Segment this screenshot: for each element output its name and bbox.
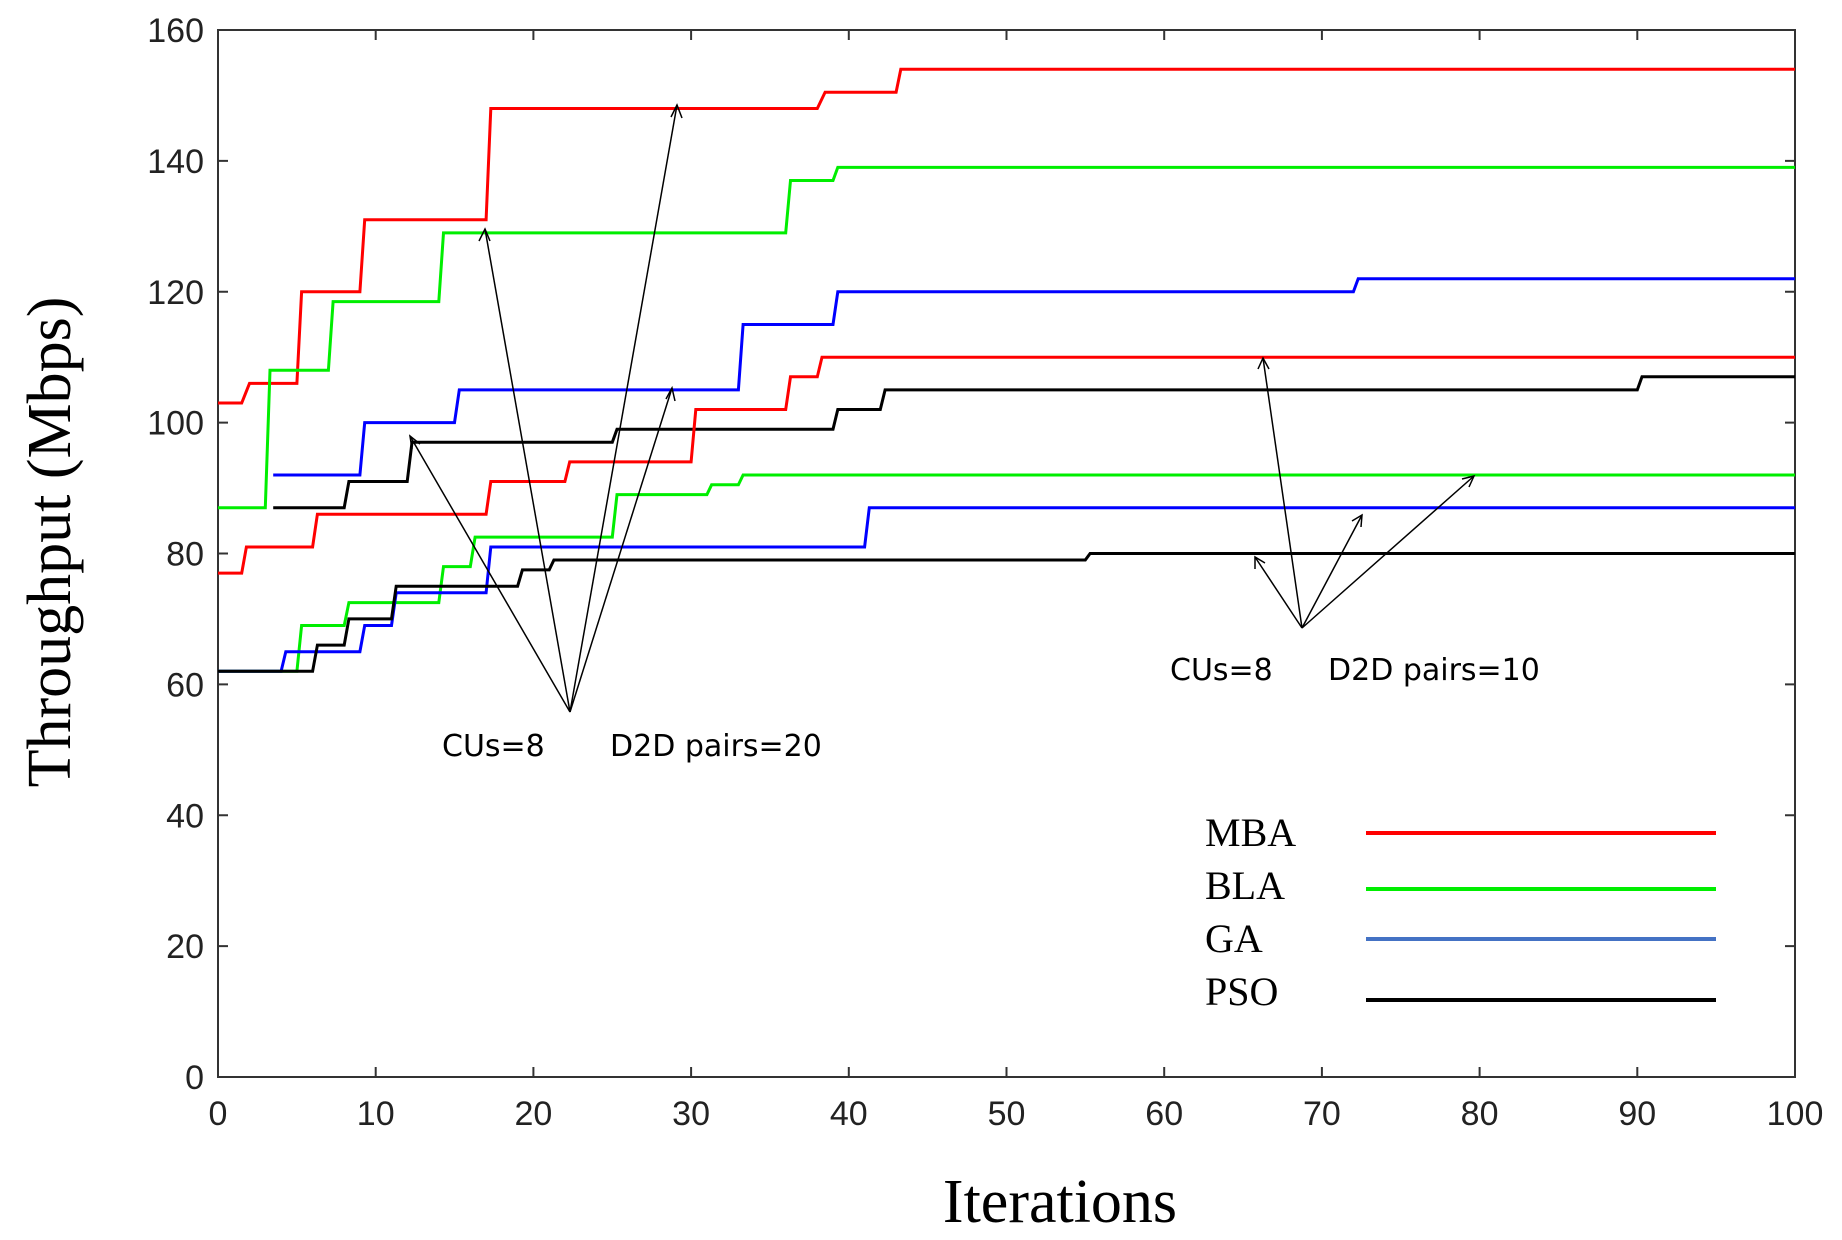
y-tick-label: 20 [166,928,204,966]
series-line-bla-pairs-220 [218,165,1795,510]
series-line-ga-pairs-220 [273,277,1795,477]
y-tick-label: 100 [147,405,204,443]
x-tick-label: 90 [1618,1095,1656,1133]
y-tick-label: 120 [147,274,204,312]
annotation-pairs-10: D2D pairs=10 [1328,653,1540,688]
series-line-pso-pairs-220 [273,375,1795,510]
legend-label-mba: MBA [1205,810,1296,855]
series-line-mba-pairs-220 [218,67,1795,405]
y-tick-label: 0 [185,1059,204,1097]
x-tick-label: 50 [988,1095,1026,1133]
x-axis-title: Iterations [943,1168,1177,1236]
x-axis-ticks: 0 10 20 30 40 50 60 70 80 90 100 [209,30,1824,1133]
annotation-cus-20: CUs=8 [442,729,545,764]
y-axis-ticks: 0 20 40 60 80 100 120 140 160 [147,12,1795,1097]
x-tick-label: 100 [1767,1095,1824,1133]
annotation-cus-10: CUs=8 [1170,653,1273,688]
y-axis-title: Throughput (Mbps) [16,297,84,788]
y-tick-label: 60 [166,666,204,704]
legend: MBA BLA GA PSO [1205,810,1716,1014]
x-tick-label: 60 [1145,1095,1183,1133]
y-tick-label: 160 [147,12,204,50]
x-tick-label: 70 [1303,1095,1341,1133]
annotation-pairs-20: D2D pairs=20 [610,729,822,764]
y-tick-label: 40 [166,797,204,835]
y-tick-label: 140 [147,143,204,181]
x-tick-label: 40 [830,1095,868,1133]
series-line-pso-pairs-210 [218,552,1795,673]
x-tick-label: 10 [357,1095,395,1133]
annotation-arrows [408,103,1476,713]
series-line-mba-pairs-210 [218,355,1795,575]
y-tick-label: 80 [166,536,204,574]
x-tick-label: 0 [209,1095,228,1133]
legend-label-ga: GA [1205,916,1263,961]
x-tick-label: 30 [672,1095,710,1133]
x-tick-label: 80 [1461,1095,1499,1133]
series-lines [218,67,1795,673]
legend-label-bla: BLA [1205,863,1285,908]
legend-label-pso: PSO [1205,969,1278,1014]
x-tick-label: 20 [514,1095,552,1133]
series-line-bla-pairs-210 [218,473,1795,673]
